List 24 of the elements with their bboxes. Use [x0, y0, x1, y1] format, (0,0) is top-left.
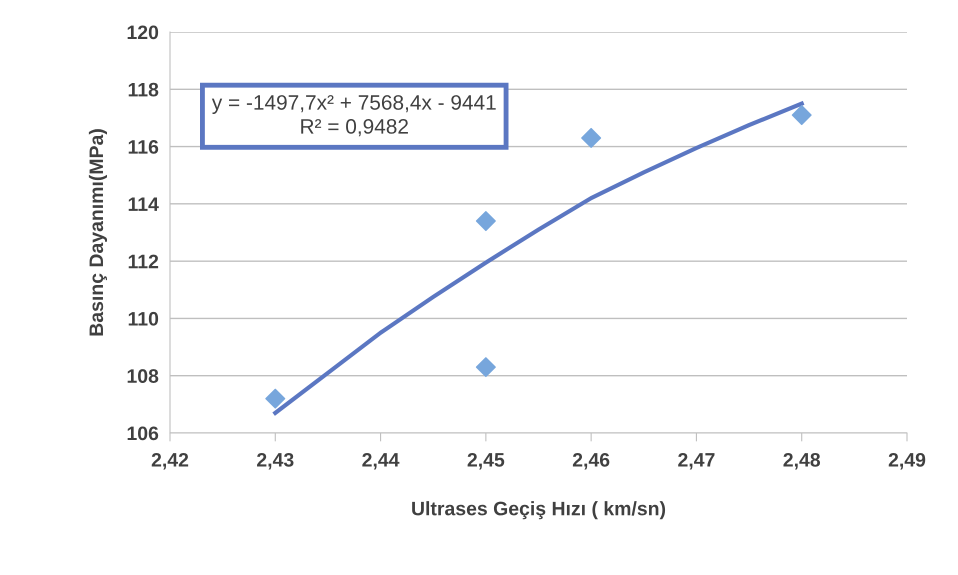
x-axis-title: Ultrases Geçiş Hızı ( km/sn) [412, 501, 666, 520]
point [476, 357, 496, 378]
x-tick-label: 2,44 [362, 452, 400, 470]
annotation: y = -1497,7x² + 7568,4x - 9441 R² = 0,9482 [212, 95, 496, 136]
y-axis-title: Basınç Dayanımı(MPa) [88, 129, 108, 336]
y-tick-label: 112 [128, 254, 158, 268]
point [581, 128, 602, 148]
x-tick-label: 2,43 [257, 452, 294, 470]
y-tick-label: 116 [128, 140, 158, 154]
point [265, 388, 286, 409]
x-tick-label: 2,47 [678, 452, 714, 470]
y-tick-label: 114 [128, 198, 159, 211]
point [792, 105, 812, 126]
point [476, 211, 496, 232]
y-tick-label: 120 [128, 25, 158, 40]
y-tick-label: 106 [128, 426, 158, 440]
y-tick-label: 108 [128, 369, 158, 383]
x-tick-label: 2,42 [152, 452, 188, 470]
y-tick-label: 118 [128, 82, 158, 97]
x-tick-label: 2,46 [572, 452, 610, 470]
x-tick-label: 2,49 [888, 452, 926, 470]
x-tick-label: 2,45 [468, 452, 504, 470]
x-tick-label: 2,48 [783, 452, 820, 470]
y-tick-label: 110 [128, 312, 158, 326]
